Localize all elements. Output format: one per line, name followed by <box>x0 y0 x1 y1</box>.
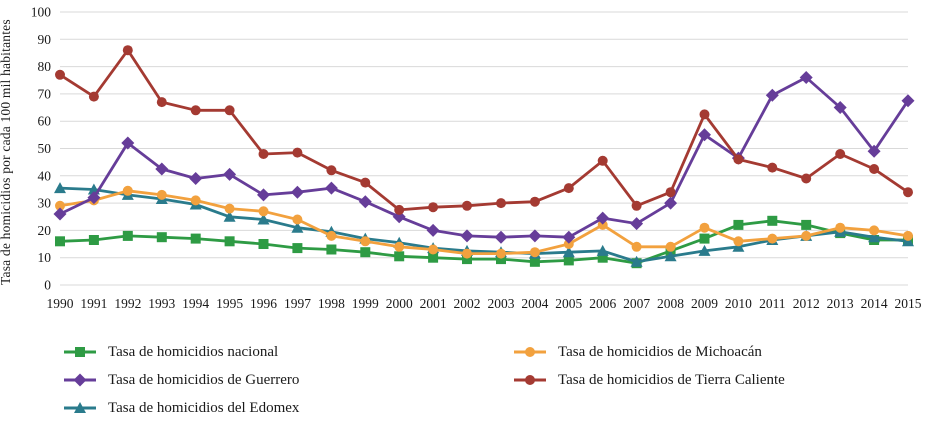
y-tick-label: 50 <box>38 141 52 156</box>
legend-label-michoacan: Tasa de homicidios de Michoacán <box>558 343 762 360</box>
legend-marker-edomex <box>64 402 96 413</box>
y-tick-label: 70 <box>38 86 52 101</box>
y-axis-label: Tasa de homicidios por cada 100 mil habi… <box>0 19 13 285</box>
legend-marker-tierra-caliente <box>514 375 546 385</box>
x-tick-label: 1995 <box>216 296 243 311</box>
x-tick-label: 1998 <box>318 296 345 311</box>
y-tick-label: 80 <box>38 59 52 74</box>
y-tick-label: 20 <box>38 223 52 238</box>
chart-line-4 <box>58 48 910 212</box>
y-tick-label: 100 <box>31 5 52 20</box>
x-tick-label: 2010 <box>725 296 752 311</box>
legend-item-edomex: Tasa de homicidios del Edomex <box>62 396 450 420</box>
x-tick-label: 1994 <box>182 296 209 311</box>
legend-item-nacional: Tasa de homicidios nacional <box>62 340 450 364</box>
x-tick-label: 2004 <box>521 296 548 311</box>
legend-column-left: Tasa de homicidios nacional Tasa de homi… <box>62 340 450 420</box>
legend-marker-michoacan <box>514 347 546 357</box>
y-tick-label: 30 <box>38 196 52 211</box>
legend-label-guerrero: Tasa de homicidios de Guerrero <box>108 371 300 388</box>
legend-item-michoacan: Tasa de homicidios de Michoacán <box>512 340 785 364</box>
x-tick-label: 2003 <box>487 296 514 311</box>
x-tick-label: 2001 <box>420 296 447 311</box>
legend-item-tierra-caliente: Tasa de homicidios de Tierra Caliente <box>512 368 785 392</box>
y-tick-label: 40 <box>38 168 52 183</box>
x-tick-label: 1999 <box>352 296 379 311</box>
chart-legend: Tasa de homicidios nacional Tasa de homi… <box>0 340 928 420</box>
line-chart-svg: 0 10 20 30 40 50 60 70 80 90 100 1990 1991 1992 1993 19… <box>31 5 922 312</box>
x-tick-label: 1992 <box>114 296 141 311</box>
y-tick-label: 90 <box>38 32 52 47</box>
x-tick-label: 1996 <box>250 296 277 311</box>
chart-line-1 <box>58 76 910 239</box>
x-tick-label: 2005 <box>555 296 582 311</box>
x-tick-label: 2011 <box>759 296 786 311</box>
chart-area: Tasa de homicidios por cada 100 mil habi… <box>0 5 922 312</box>
legend-label-edomex: Tasa de homicidios del Edomex <box>108 399 300 416</box>
legend-marker-nacional <box>64 347 96 357</box>
x-tick-label: 1991 <box>80 296 107 311</box>
x-tick-label: 2008 <box>657 296 684 311</box>
x-tick-label: 2009 <box>691 296 718 311</box>
legend-marker-guerrero <box>64 373 96 387</box>
x-tick-label: 2006 <box>589 296 616 311</box>
y-tick-label: 10 <box>38 250 52 265</box>
x-tick-label: 1990 <box>47 296 74 311</box>
y-tick-label: 60 <box>38 114 52 129</box>
x-tick-label: 1997 <box>284 296 311 311</box>
chart-line-0 <box>58 219 910 265</box>
x-tick-label: 2007 <box>623 296 650 311</box>
x-tick-label: 2014 <box>861 296 888 311</box>
x-tick-label: 2013 <box>827 296 854 311</box>
chart-line-3 <box>58 189 910 256</box>
x-tick-label: 1993 <box>148 296 175 311</box>
x-tick-label: 2002 <box>454 296 481 311</box>
x-tick-label: 2015 <box>895 296 922 311</box>
legend-label-tierra-caliente: Tasa de homicidios de Tierra Caliente <box>558 371 785 388</box>
x-tick-label: 2012 <box>793 296 820 311</box>
legend-column-right: Tasa de homicidios de Michoacán Tasa de … <box>512 340 785 420</box>
x-tick-label: 2000 <box>386 296 413 311</box>
legend-label-nacional: Tasa de homicidios nacional <box>108 343 279 360</box>
y-tick-label: 0 <box>44 278 51 293</box>
legend-item-guerrero: Tasa de homicidios de Guerrero <box>62 368 450 392</box>
chart-line-2 <box>58 186 910 264</box>
